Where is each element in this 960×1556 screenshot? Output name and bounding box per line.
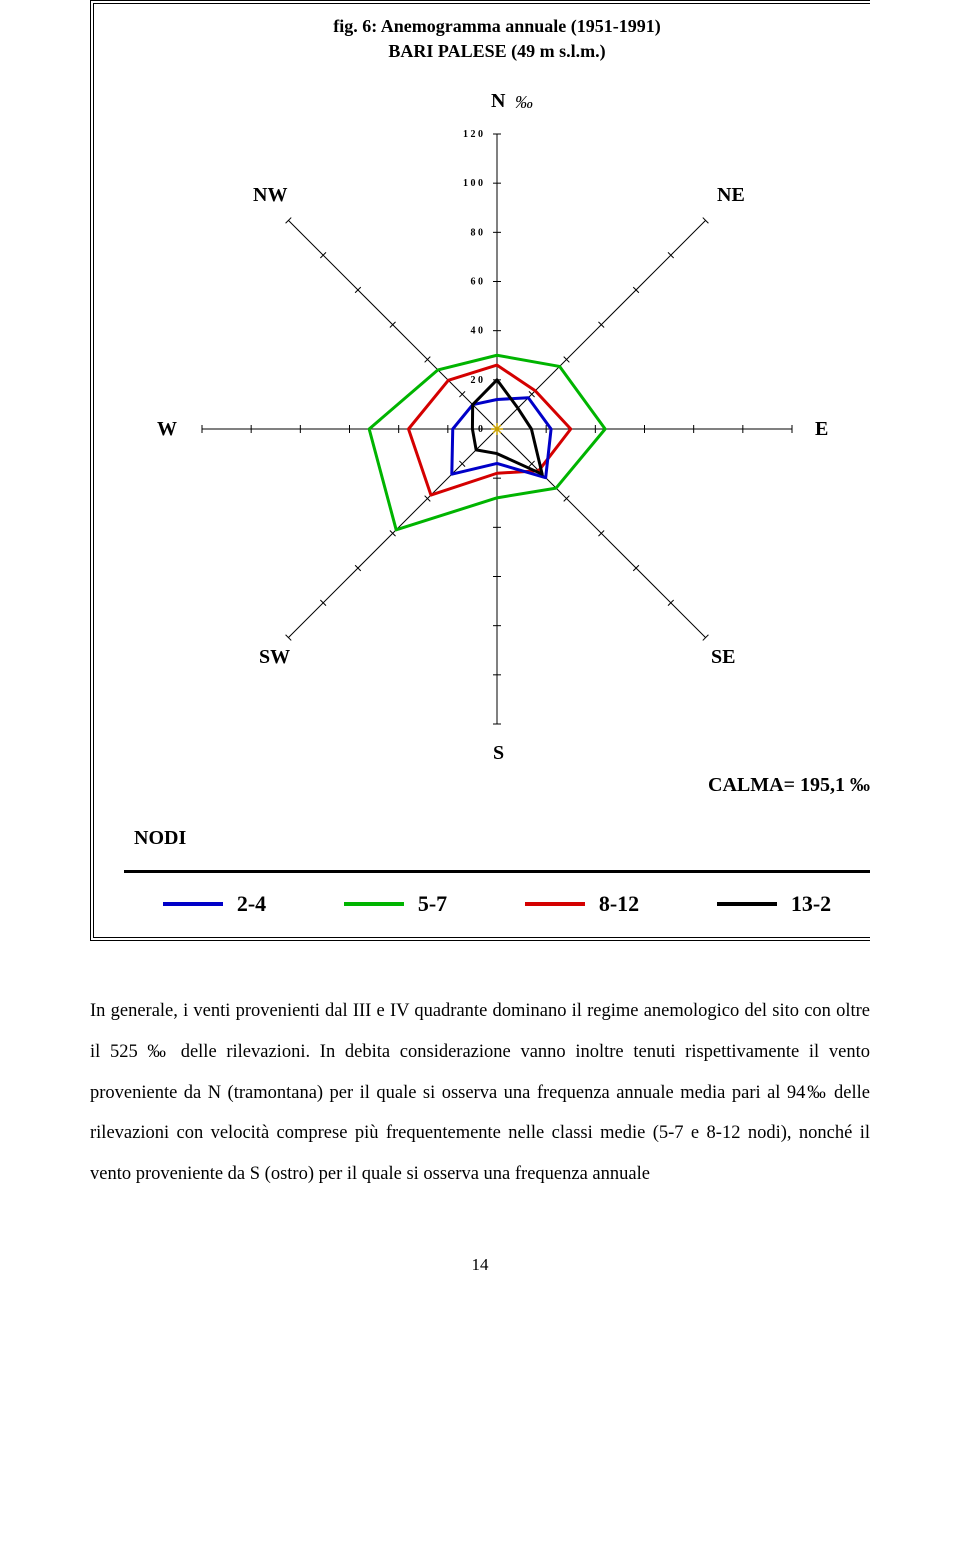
svg-text:6 0: 6 0 — [471, 277, 484, 288]
chart-title: fig. 6: Anemogramma annuale (1951-1991) … — [124, 14, 870, 64]
dir-e: E — [815, 418, 828, 441]
legend-label: 2-4 — [237, 891, 266, 917]
dir-nw: NW — [253, 184, 287, 207]
chart-container: fig. 6: Anemogramma annuale (1951-1991) … — [90, 0, 870, 941]
legend-swatch — [525, 902, 585, 906]
legend-label: 8-12 — [599, 891, 639, 917]
unit-symbol: ‰ — [515, 92, 533, 113]
legend-item-4: 13-2 — [717, 891, 831, 917]
svg-text:2 0: 2 0 — [471, 375, 484, 386]
legend-label: 13-2 — [791, 891, 831, 917]
svg-text:0: 0 — [478, 424, 483, 435]
svg-text:8 0: 8 0 — [471, 228, 484, 239]
dir-sw: SW — [259, 646, 290, 669]
dir-s: S — [493, 742, 504, 765]
page-number: 14 — [90, 1255, 870, 1275]
legend-item-2: 5-7 — [344, 891, 447, 917]
dir-ne: NE — [717, 184, 745, 207]
svg-text:1 2 0: 1 2 0 — [463, 129, 483, 140]
legend-label: 5-7 — [418, 891, 447, 917]
nodi-label: NODI — [134, 827, 870, 850]
chart-title-line2: BARI PALESE (49 m s.l.m.) — [388, 41, 605, 61]
legend: 2-4 5-7 8-12 13-2 — [124, 870, 870, 917]
radar-chart: 0 2 0 4 0 6 0 8 0 1 0 0 1 2 0 N ‰ NE E SE S SW… — [147, 84, 847, 764]
dir-w: W — [157, 418, 177, 441]
legend-swatch — [344, 902, 404, 906]
legend-item-1: 2-4 — [163, 891, 266, 917]
legend-swatch — [163, 902, 223, 906]
svg-text:1 0 0: 1 0 0 — [463, 179, 483, 190]
svg-text:4 0: 4 0 — [471, 326, 484, 337]
calma-label: CALMA= 195,1 ‰ — [124, 774, 870, 797]
chart-title-line1: fig. 6: Anemogramma annuale (1951-1991) — [333, 16, 660, 36]
dir-n: N — [491, 90, 505, 113]
dir-se: SE — [711, 646, 735, 669]
legend-item-3: 8-12 — [525, 891, 639, 917]
legend-swatch — [717, 902, 777, 906]
body-paragraph: In generale, i venti provenienti dal III… — [90, 991, 870, 1194]
